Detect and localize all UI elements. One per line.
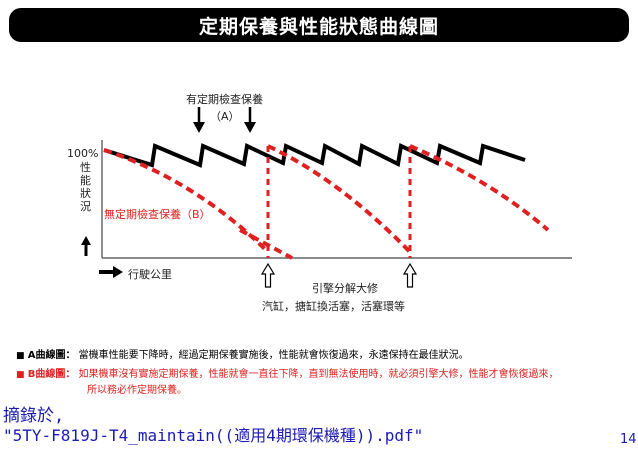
y-axis-label: 性能狀況 — [80, 161, 91, 213]
overhaul-detail-label: 汽缸，搪缸換活塞，活塞環等 — [262, 300, 405, 313]
curve-b-early-drop — [239, 228, 293, 260]
overhaul-arrow-2 — [402, 262, 418, 288]
y-axis-up-arrow — [81, 236, 91, 256]
overhaul-arrow-1 — [260, 262, 276, 288]
legend-b-title: B曲線圖： — [27, 369, 76, 380]
x-axis-label: 行駛公里 — [128, 268, 172, 281]
overhaul-label: 引擎分解大修 — [312, 282, 378, 295]
legend-b-marker: ■ — [16, 370, 25, 380]
footer-source-file: "5TY-F819J-T4_maintain((適用4期環保機種)).pdf" — [3, 426, 424, 445]
curve-b-segment-3 — [409, 144, 550, 232]
footer-source-label: 摘錄於, — [3, 406, 65, 426]
legend-a-title: A曲線圖： — [27, 350, 76, 361]
no-inspection-label: 無定期檢查保養（B） — [104, 208, 211, 221]
series-a-tag: （A） — [210, 110, 240, 123]
inspection-arrow-2 — [244, 107, 256, 133]
curve-b-segment-1 — [103, 148, 270, 254]
legend-b-text-1: 如果機車沒有實施定期保養，性能就會一直往下降，直到無法使用時，就必須引擎大修，性… — [78, 369, 559, 380]
legend-a-text: 當機車性能要下降時，經過定期保養實施後，性能就會恢復過來，永遠保持在最佳狀況。 — [78, 350, 469, 361]
legend-b-text-2: 所以務必作定期保養。 — [87, 385, 187, 396]
legend-a-marker: ■ — [16, 351, 25, 361]
page-title: 定期保養與性能狀態曲線圖 — [9, 8, 629, 42]
y-max-label: 100% — [67, 147, 99, 160]
legend-b: ■ B曲線圖： 如果機車沒有實施定期保養，性能就會一直往下降，直到無法使用時，就… — [16, 365, 559, 380]
legend-a: ■ A曲線圖： 當機車性能要下降時，經過定期保養實施後，性能就會恢復過來，永遠保… — [16, 346, 469, 361]
inspection-arrow-1 — [193, 107, 205, 133]
periodic-inspection-label: 有定期檢查保養 — [186, 93, 263, 106]
curve-b-segment-2 — [267, 144, 412, 254]
curve-a-line — [103, 142, 526, 168]
page-number: 14 — [620, 432, 637, 447]
x-axis-right-arrow — [99, 266, 123, 278]
